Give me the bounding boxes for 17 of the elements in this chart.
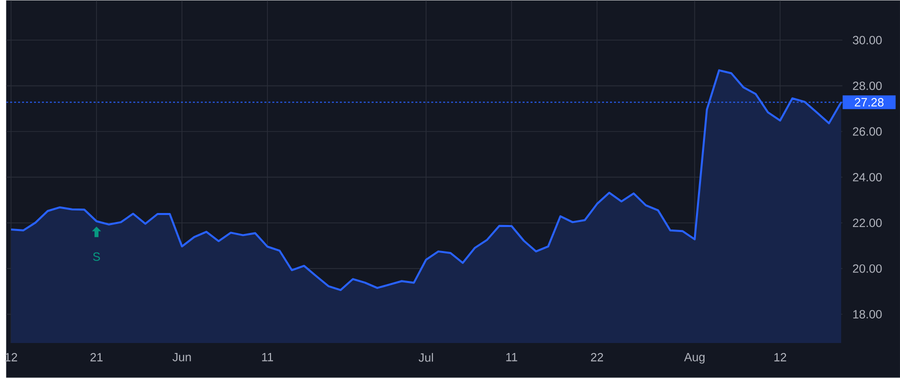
annotation: S [93, 252, 100, 261]
x-tick-label: 12 [774, 353, 786, 362]
x-tick-label: Aug [684, 353, 705, 364]
y-tick-label: 30.00 [852, 36, 882, 44]
x-tick-label: 11 [262, 353, 274, 362]
y-tick-label: 24.00 [852, 173, 882, 182]
x-tick-label: 11 [506, 353, 518, 362]
x-tick-label: 22 [590, 353, 604, 362]
y-tick-label: 20.00 [852, 264, 882, 273]
y-tick-label: 18.00 [853, 310, 882, 319]
y-tick-label: 22.00 [852, 218, 882, 228]
y-tick-label: 26.00 [852, 127, 882, 136]
x-tick-label: Jul [418, 353, 433, 362]
ref-line-label: 27.28 [854, 98, 884, 107]
x-tick-label: Jun [172, 353, 191, 362]
y-tick-label: 28.00 [852, 82, 882, 90]
x-tick-label: 21 [90, 353, 103, 362]
